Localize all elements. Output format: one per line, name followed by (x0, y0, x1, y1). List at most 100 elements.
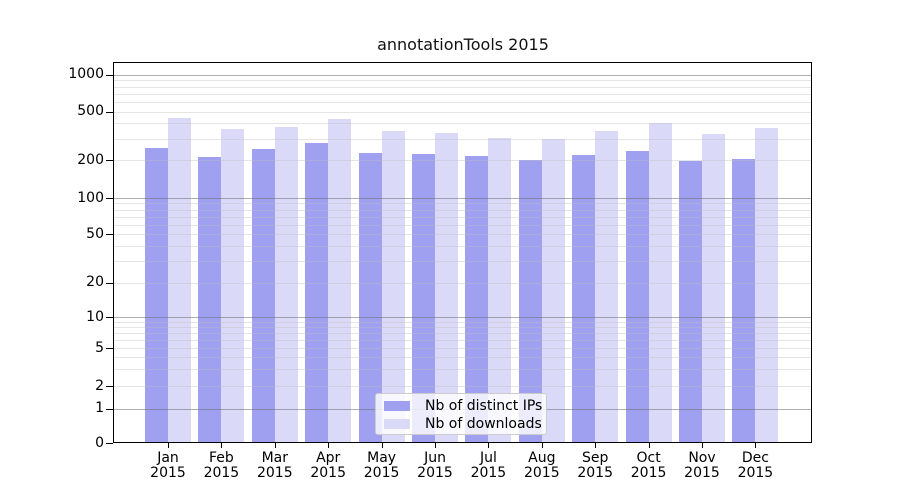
x-tick-jul (488, 443, 490, 448)
legend-swatch-distinct-ips (384, 401, 410, 411)
bar-distinct-ips-jan (145, 148, 168, 443)
x-tick-label-apr: Apr 2015 (310, 450, 346, 481)
y-tick-20 (106, 282, 113, 284)
legend-label-distinct-ips: Nb of distinct IPs (425, 398, 543, 414)
x-tick-label-nov: Nov 2015 (684, 450, 720, 481)
gridline-minor-7 (114, 333, 812, 334)
gridline-minor-3 (114, 369, 812, 370)
x-tick-sep (595, 443, 597, 448)
x-tick-label-feb: Feb 2015 (203, 450, 240, 481)
y-tick-100 (106, 198, 113, 199)
x-tick-may (381, 443, 383, 448)
x-tick-label-sep: Sep 2015 (577, 450, 613, 481)
gridline-minor-60 (114, 225, 812, 226)
gridline-major-10 (114, 317, 812, 318)
bar-distinct-ips-sep (572, 154, 596, 443)
bar-distinct-ips-feb (198, 157, 222, 443)
gridline-minor-30 (114, 261, 812, 262)
x-tick-jan (168, 443, 169, 448)
bar-downloads-oct (648, 123, 672, 443)
gridline-minor-40 (114, 246, 812, 247)
bar-downloads-dec (755, 128, 779, 443)
gridline-minor-8 (114, 327, 812, 328)
y-tick-label-200: 200 (77, 151, 104, 168)
y-tick-label-20: 20 (86, 274, 104, 290)
gridline-minor-50 (114, 234, 812, 235)
bar-distinct-ips-jun (412, 153, 435, 443)
gridline-minor-70 (114, 217, 812, 218)
bar-downloads-jan (168, 117, 191, 443)
legend-swatch-downloads (384, 419, 410, 429)
chart-title: annotationTools 2015 (377, 35, 549, 54)
x-tick-nov (702, 443, 703, 448)
y-tick-label-5: 5 (95, 339, 104, 356)
x-tick-label-mar: Mar 2015 (256, 450, 293, 481)
x-tick-jun (435, 443, 436, 448)
legend-row-distinct-ips: Nb of distinct IPs (376, 398, 546, 414)
gridline-minor-400 (114, 123, 812, 124)
x-tick-label-oct: Oct 2015 (630, 450, 667, 481)
bar-downloads-apr (328, 119, 352, 443)
gridline-minor-9 (114, 322, 812, 323)
x-tick-label-aug: Aug 2015 (523, 450, 560, 481)
gridline-minor-900 (114, 80, 812, 81)
y-tick-label-10: 10 (86, 308, 104, 325)
bar-downloads-may (381, 131, 405, 443)
bar-distinct-ips-jul (465, 156, 489, 443)
legend-row-downloads: Nb of downloads (376, 416, 546, 432)
bar-downloads-nov (702, 134, 725, 443)
x-tick-label-may: May 2015 (363, 450, 400, 481)
legend-label-downloads: Nb of downloads (425, 416, 542, 432)
gridline-minor-700 (114, 94, 812, 95)
gridline-major-1000 (114, 75, 812, 76)
gridline-minor-800 (114, 87, 812, 88)
bar-downloads-jul (488, 137, 512, 443)
x-tick-label-jan: Jan 2015 (150, 450, 186, 481)
y-tick-5 (106, 348, 113, 349)
bar-distinct-ips-aug (518, 160, 542, 443)
y-tick-label-1: 1 (95, 400, 104, 416)
y-tick-200 (106, 160, 113, 161)
bar-distinct-ips-may (358, 152, 382, 443)
gridline-minor-80 (114, 210, 812, 211)
bar-distinct-ips-dec (732, 158, 756, 443)
y-tick-50 (106, 234, 113, 235)
bar-downloads-jun (435, 132, 458, 443)
y-tick-500 (106, 111, 113, 113)
legend: Nb of distinct IPs Nb of downloads (375, 393, 547, 435)
gridline-minor-500 (114, 112, 812, 113)
gridline-minor-200 (114, 160, 812, 161)
x-tick-apr (328, 443, 330, 448)
x-tick-dec (755, 443, 757, 448)
y-tick-label-0: 0 (95, 434, 104, 451)
x-tick-label-jun: Jun 2015 (417, 450, 453, 481)
x-tick-aug (541, 443, 543, 448)
bar-distinct-ips-nov (679, 161, 702, 443)
bar-downloads-mar (274, 126, 298, 443)
y-tick-1 (106, 408, 113, 410)
bar-distinct-ips-apr (305, 143, 329, 443)
gridline-minor-600 (114, 102, 812, 103)
x-tick-feb (221, 443, 223, 448)
x-tick-label-dec: Dec 2015 (737, 450, 774, 481)
gridline-minor-90 (114, 203, 812, 204)
y-tick-label-2: 2 (95, 377, 104, 394)
gridline-major-100 (114, 198, 812, 199)
y-tick-1000 (106, 74, 113, 76)
y-tick-2 (106, 386, 113, 387)
bar-distinct-ips-mar (251, 149, 275, 443)
y-tick-0 (106, 443, 113, 444)
x-tick-oct (648, 443, 650, 448)
y-tick-label-500: 500 (77, 103, 104, 119)
bar-downloads-sep (595, 131, 619, 443)
y-tick-label-100: 100 (77, 189, 104, 206)
x-tick-label-jul: Jul 2015 (470, 450, 507, 481)
bar-downloads-feb (221, 128, 245, 443)
y-tick-10 (106, 317, 113, 318)
gridline-minor-2 (114, 386, 812, 387)
gridline-minor-4 (114, 357, 812, 358)
y-tick-label-1000: 1000 (68, 66, 104, 83)
y-tick-label-50: 50 (86, 225, 104, 242)
gridline-minor-20 (114, 283, 812, 284)
